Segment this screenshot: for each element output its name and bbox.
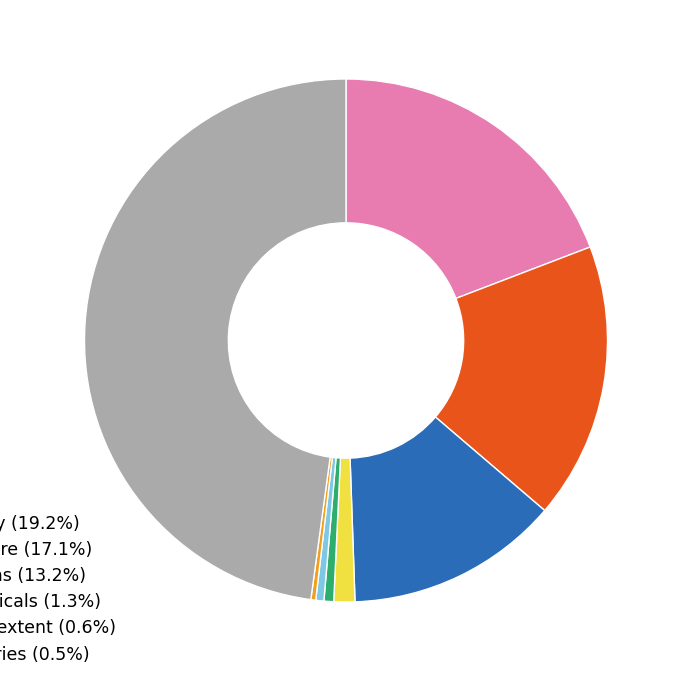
Wedge shape: [311, 457, 332, 600]
Wedge shape: [435, 247, 608, 511]
Wedge shape: [324, 458, 340, 602]
Wedge shape: [334, 458, 355, 602]
Wedge shape: [350, 417, 545, 602]
Wedge shape: [346, 79, 590, 298]
Legend: DSF pain intensity (19.2%), DSF disability score (17.1%), HADS D symptoms (13.2%: DSF pain intensity (19.2%), DSF disabili…: [0, 509, 121, 681]
Wedge shape: [316, 458, 336, 601]
Wedge shape: [84, 79, 346, 600]
